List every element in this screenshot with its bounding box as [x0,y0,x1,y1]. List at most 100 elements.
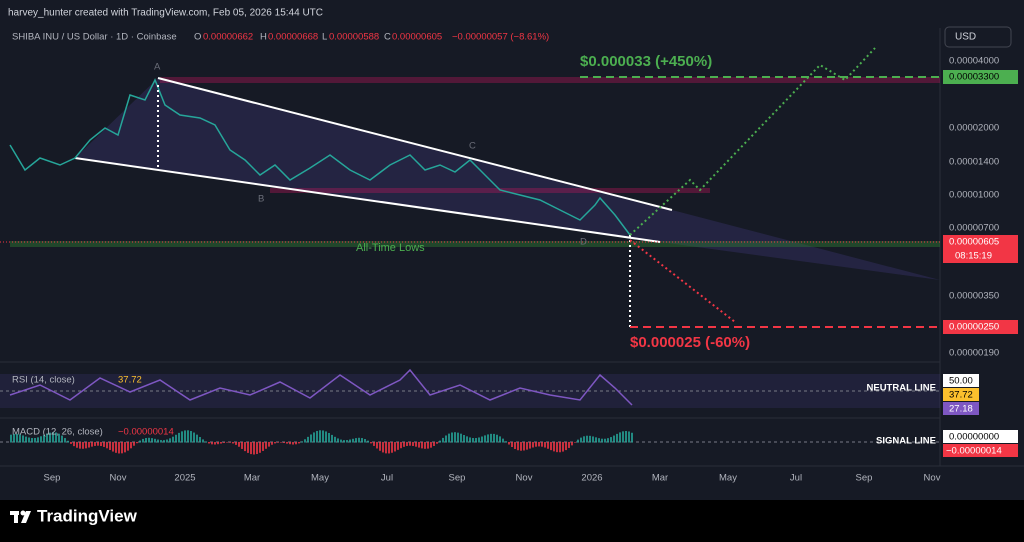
point-label: C [469,141,476,152]
stop-label: $0.000025 (-60%) [630,334,750,351]
macd-bar [37,437,39,443]
macd-bar [40,436,42,443]
macd-bar [175,434,177,443]
macd-bar [526,442,528,450]
macd-bar [139,440,141,443]
macd-bar [289,442,291,445]
stop-price: 0.00000250 [949,322,999,333]
macd-bar [433,442,435,446]
macd-bar [535,442,537,447]
macd-bar [178,432,180,443]
macd-bar [391,442,393,453]
footer-bar [0,500,1024,542]
macd-bar [76,442,78,448]
macd-bar [565,442,567,451]
currency-button[interactable] [944,26,1012,48]
macd-bar [85,442,87,449]
macd-bar [409,442,411,446]
macd-bar [46,433,48,443]
macd-bar [274,442,276,444]
time-label: Nov [516,473,533,484]
time-label: 2025 [174,473,195,484]
macd-bar [229,442,231,443]
macd-bar [70,442,72,444]
macd-bar [115,442,117,453]
macd-bar [79,442,81,449]
close: 0.00000605 [392,32,442,43]
macd-bar [421,442,423,449]
macd-bar [427,442,429,449]
price-label: 0.00001400 [949,157,999,168]
currency[interactable]: USD [955,32,976,43]
macd-bar [370,442,372,444]
rsi-box [943,388,979,401]
macd-bar [412,442,414,446]
macd-bar [217,442,219,445]
macd-bar [346,440,348,443]
macd-bar [379,442,381,451]
macd-bar [466,436,468,443]
macd-bar [205,441,207,443]
macd-bar [163,440,165,443]
macd-bar [124,442,126,453]
macd-bar [373,442,375,446]
macd-bar [268,442,270,447]
macd-bar [28,437,30,443]
support-zone [10,241,940,247]
rsi-box [943,402,979,415]
macd-bar [628,431,630,443]
time-label: Nov [924,473,941,484]
macd-bar [97,442,99,446]
macd-bar [91,442,93,447]
macd-bar [103,442,105,447]
macd-bar [67,440,69,443]
macd-bar [187,430,189,443]
macd-bar [529,442,531,449]
macd-bar [622,431,624,443]
macd-bar [583,436,585,443]
macd-box [943,444,1018,457]
macd-bar [586,435,588,443]
macd-bar [286,442,288,444]
macd-bar [559,442,561,453]
macd-bar [325,431,327,443]
macd-bar [280,442,282,443]
label: C [384,32,391,43]
macd-bar [19,434,21,443]
macd-bar [400,442,402,449]
macd-bar [277,442,279,443]
label: H [260,32,267,43]
macd-bar [607,438,609,443]
rsi-axis: 50.00 [949,376,973,387]
macd-bar [472,438,474,443]
macd-bar [388,442,390,454]
target-price: 0.00003300 [949,72,999,83]
macd-bar [43,434,45,443]
macd-bar [160,440,162,443]
price-label: 0.00002000 [949,123,999,134]
macd-bar [166,439,168,443]
brand: TradingView [37,506,138,525]
macd-bar [553,442,555,452]
rsi-box [943,374,979,387]
macd-bar [265,442,267,449]
open: 0.00000662 [203,32,253,43]
macd-bar [235,442,237,445]
macd-bar [394,442,396,452]
time-label: May [311,473,329,484]
price-label: 0.00000700 [949,223,999,234]
macd-bar [595,437,597,443]
macd-bar [418,442,420,448]
macd-axis: −0.00000014 [946,446,1002,457]
time-label: Sep [856,473,873,484]
low: 0.00000588 [329,32,379,43]
macd-bar [340,439,342,443]
macd-bar [577,439,579,443]
macd-bar [259,442,261,453]
macd-bar [532,442,534,448]
high: 0.00000668 [268,32,318,43]
macd-bar [376,442,378,449]
point-label: B [258,194,264,205]
